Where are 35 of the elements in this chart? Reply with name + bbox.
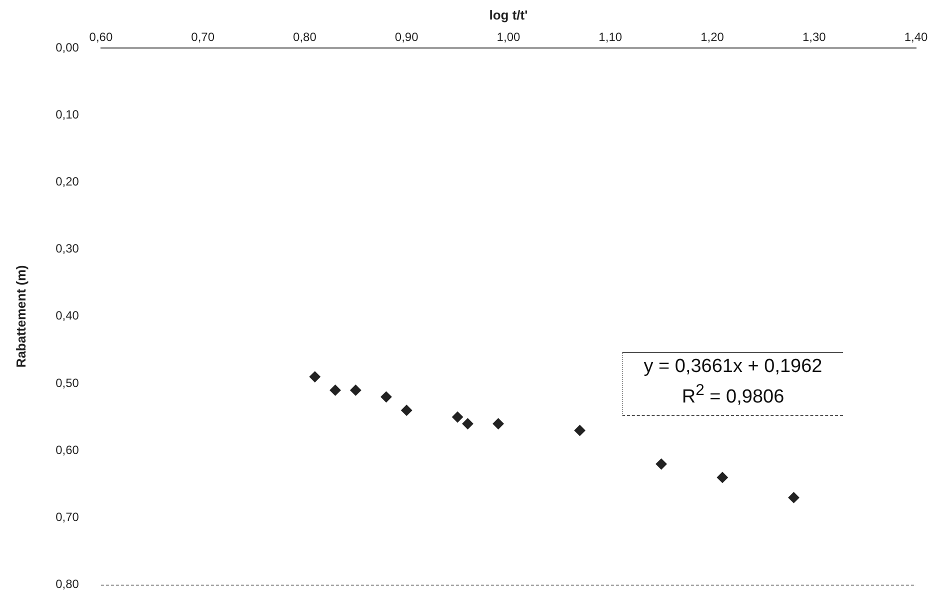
- point: [788, 492, 800, 504]
- x-tick-label: 1,40: [904, 30, 928, 44]
- point: [452, 412, 464, 423]
- y-tick-label: 0,10: [56, 107, 80, 122]
- y-tick-label: 0,00: [56, 40, 80, 54]
- point: [492, 418, 504, 430]
- point: [656, 458, 667, 470]
- point: [462, 418, 474, 430]
- y-tick-label: 0,20: [56, 174, 80, 189]
- x-tick-label: 1,10: [598, 30, 622, 44]
- point: [716, 472, 728, 483]
- x-tick-label: 1,20: [700, 30, 724, 44]
- x-tick-label: 0,80: [293, 30, 317, 44]
- equation-box: y = 0,3661x + 0,1962 R$^{2}$ = 0,9806: [622, 352, 843, 416]
- x-tick-label: 0,60: [89, 30, 113, 44]
- x-tick-label: 0,70: [191, 30, 215, 44]
- y-axis-title: Rabattement (m): [13, 265, 28, 368]
- x-tick-label: 0,90: [394, 30, 419, 44]
- annotation: y = 0,3661x + 0,1962: [642, 355, 824, 379]
- y-tick-label: 0,60: [56, 442, 80, 457]
- point: [330, 384, 341, 396]
- y-tick-label: 0,80: [56, 577, 80, 592]
- y-tick-label: 0,50: [56, 376, 80, 390]
- point: [574, 424, 586, 436]
- x-axis-title: log t/t': [489, 7, 528, 22]
- point: [380, 391, 392, 402]
- y-tick-label: 0,40: [56, 308, 80, 323]
- y-tick-label: 0,30: [56, 242, 80, 256]
- x-tick-label: 1,00: [496, 30, 520, 44]
- x-tick-label: 1,30: [802, 30, 826, 44]
- point: [401, 404, 412, 416]
- point: [350, 384, 362, 396]
- annotation: R$^{2}$ = 0,9806: [680, 381, 786, 410]
- point: [309, 371, 320, 382]
- y-tick-label: 0,70: [56, 510, 80, 524]
